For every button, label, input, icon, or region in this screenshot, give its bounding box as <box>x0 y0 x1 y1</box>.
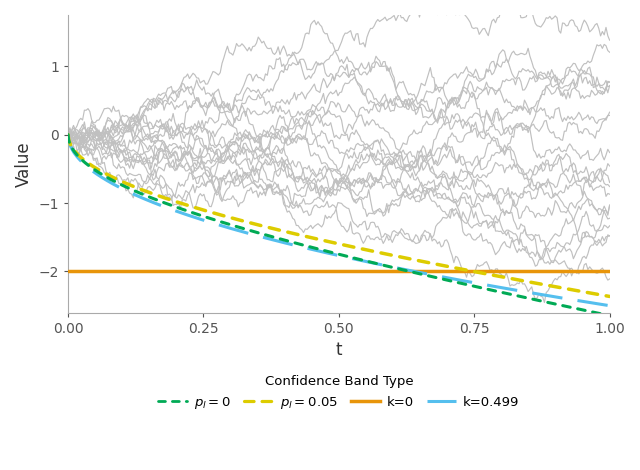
X-axis label: t: t <box>335 341 342 359</box>
Y-axis label: Value: Value <box>15 141 33 187</box>
Legend: $p_l=0$, $p_l=0.05$, k=0, k=0.499: $p_l=0$, $p_l=0.05$, k=0, k=0.499 <box>153 370 525 416</box>
